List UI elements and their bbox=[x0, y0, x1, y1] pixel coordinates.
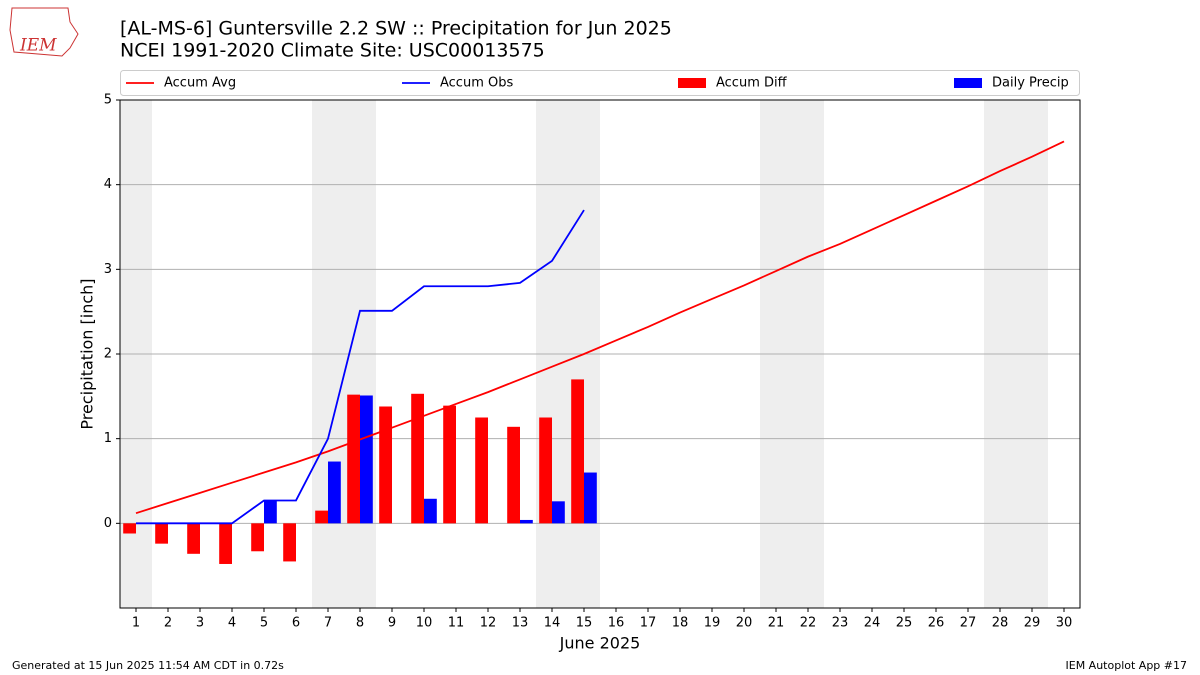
bar bbox=[475, 417, 488, 524]
chart-title: [AL-MS-6] Guntersville 2.2 SW :: Precipi… bbox=[120, 18, 672, 40]
x-tick-label: 6 bbox=[292, 616, 300, 631]
x-tick-label: 15 bbox=[576, 616, 593, 631]
x-tick-label: 1 bbox=[132, 616, 140, 631]
x-tick-label: 17 bbox=[640, 616, 657, 631]
x-tick-label: 7 bbox=[324, 616, 332, 631]
x-tick-label: 14 bbox=[544, 616, 561, 631]
x-tick-label: 27 bbox=[960, 616, 977, 631]
x-tick-label: 28 bbox=[992, 616, 1009, 631]
x-tick-label: 24 bbox=[864, 616, 881, 631]
chart-subtitle: NCEI 1991-2020 Climate Site: USC00013575 bbox=[120, 40, 545, 62]
x-tick-label: 2 bbox=[164, 616, 172, 631]
x-tick-label: 8 bbox=[356, 616, 364, 631]
x-tick-label: 9 bbox=[388, 616, 396, 631]
bar bbox=[571, 379, 584, 524]
bar bbox=[379, 406, 392, 524]
plot-frame bbox=[119, 99, 1081, 609]
x-tick-label: 10 bbox=[416, 616, 433, 631]
bar bbox=[328, 461, 341, 524]
bar bbox=[219, 523, 232, 564]
bar bbox=[123, 523, 136, 534]
x-tick-label: 5 bbox=[260, 616, 268, 631]
bar bbox=[360, 395, 373, 524]
x-tick-label: 23 bbox=[832, 616, 849, 631]
x-tick-label: 19 bbox=[704, 616, 721, 631]
bar bbox=[539, 417, 552, 524]
y-tick-label: 4 bbox=[104, 177, 112, 192]
x-tick-label: 12 bbox=[480, 616, 497, 631]
bar bbox=[424, 498, 437, 524]
bar bbox=[283, 523, 296, 562]
x-tick-label: 20 bbox=[736, 616, 753, 631]
bar bbox=[552, 501, 565, 524]
footer-left: Generated at 15 Jun 2025 11:54 AM CDT in… bbox=[12, 659, 284, 672]
x-tick-label: 11 bbox=[448, 616, 465, 631]
x-axis-label: June 2025 bbox=[559, 634, 641, 653]
bar bbox=[520, 519, 533, 524]
x-tick-label: 21 bbox=[768, 616, 785, 631]
logo-outline bbox=[9, 7, 79, 57]
line bbox=[135, 140, 1065, 515]
bar bbox=[155, 523, 168, 544]
bar bbox=[443, 405, 456, 524]
x-tick-label: 4 bbox=[228, 616, 236, 631]
logo: IEM bbox=[19, 36, 57, 56]
x-tick-label: 22 bbox=[800, 616, 817, 631]
bar bbox=[584, 472, 597, 524]
legend-swatch bbox=[678, 78, 706, 88]
bar bbox=[187, 523, 200, 554]
bar bbox=[411, 393, 424, 524]
x-tick-label: 13 bbox=[512, 616, 529, 631]
x-tick-label: 29 bbox=[1024, 616, 1041, 631]
bar bbox=[507, 426, 520, 524]
y-axis-label: Precipitation [inch] bbox=[78, 278, 97, 429]
x-tick-label: 3 bbox=[196, 616, 204, 631]
legend-label: Daily Precip bbox=[992, 76, 1069, 91]
bar bbox=[347, 394, 360, 524]
x-tick-label: 25 bbox=[896, 616, 913, 631]
y-tick-label: 1 bbox=[104, 431, 112, 446]
bar bbox=[251, 523, 264, 552]
line bbox=[136, 209, 585, 525]
y-tick-label: 5 bbox=[104, 93, 112, 108]
legend-box bbox=[120, 70, 1080, 96]
footer-right: IEM Autoplot App #17 bbox=[1066, 659, 1188, 672]
legend-swatch bbox=[954, 78, 982, 88]
bar bbox=[264, 500, 277, 524]
y-tick-label: 2 bbox=[104, 347, 112, 362]
x-tick-label: 18 bbox=[672, 616, 689, 631]
bar bbox=[315, 510, 328, 524]
y-tick-label: 3 bbox=[104, 262, 112, 277]
x-tick-label: 16 bbox=[608, 616, 625, 631]
legend-label: Accum Diff bbox=[716, 76, 788, 91]
legend-label: Accum Obs bbox=[440, 76, 513, 91]
x-tick-label: 26 bbox=[928, 616, 945, 631]
x-tick-label: 30 bbox=[1056, 616, 1073, 631]
y-tick-label: 0 bbox=[104, 516, 112, 531]
legend-label: Accum Avg bbox=[164, 76, 236, 91]
